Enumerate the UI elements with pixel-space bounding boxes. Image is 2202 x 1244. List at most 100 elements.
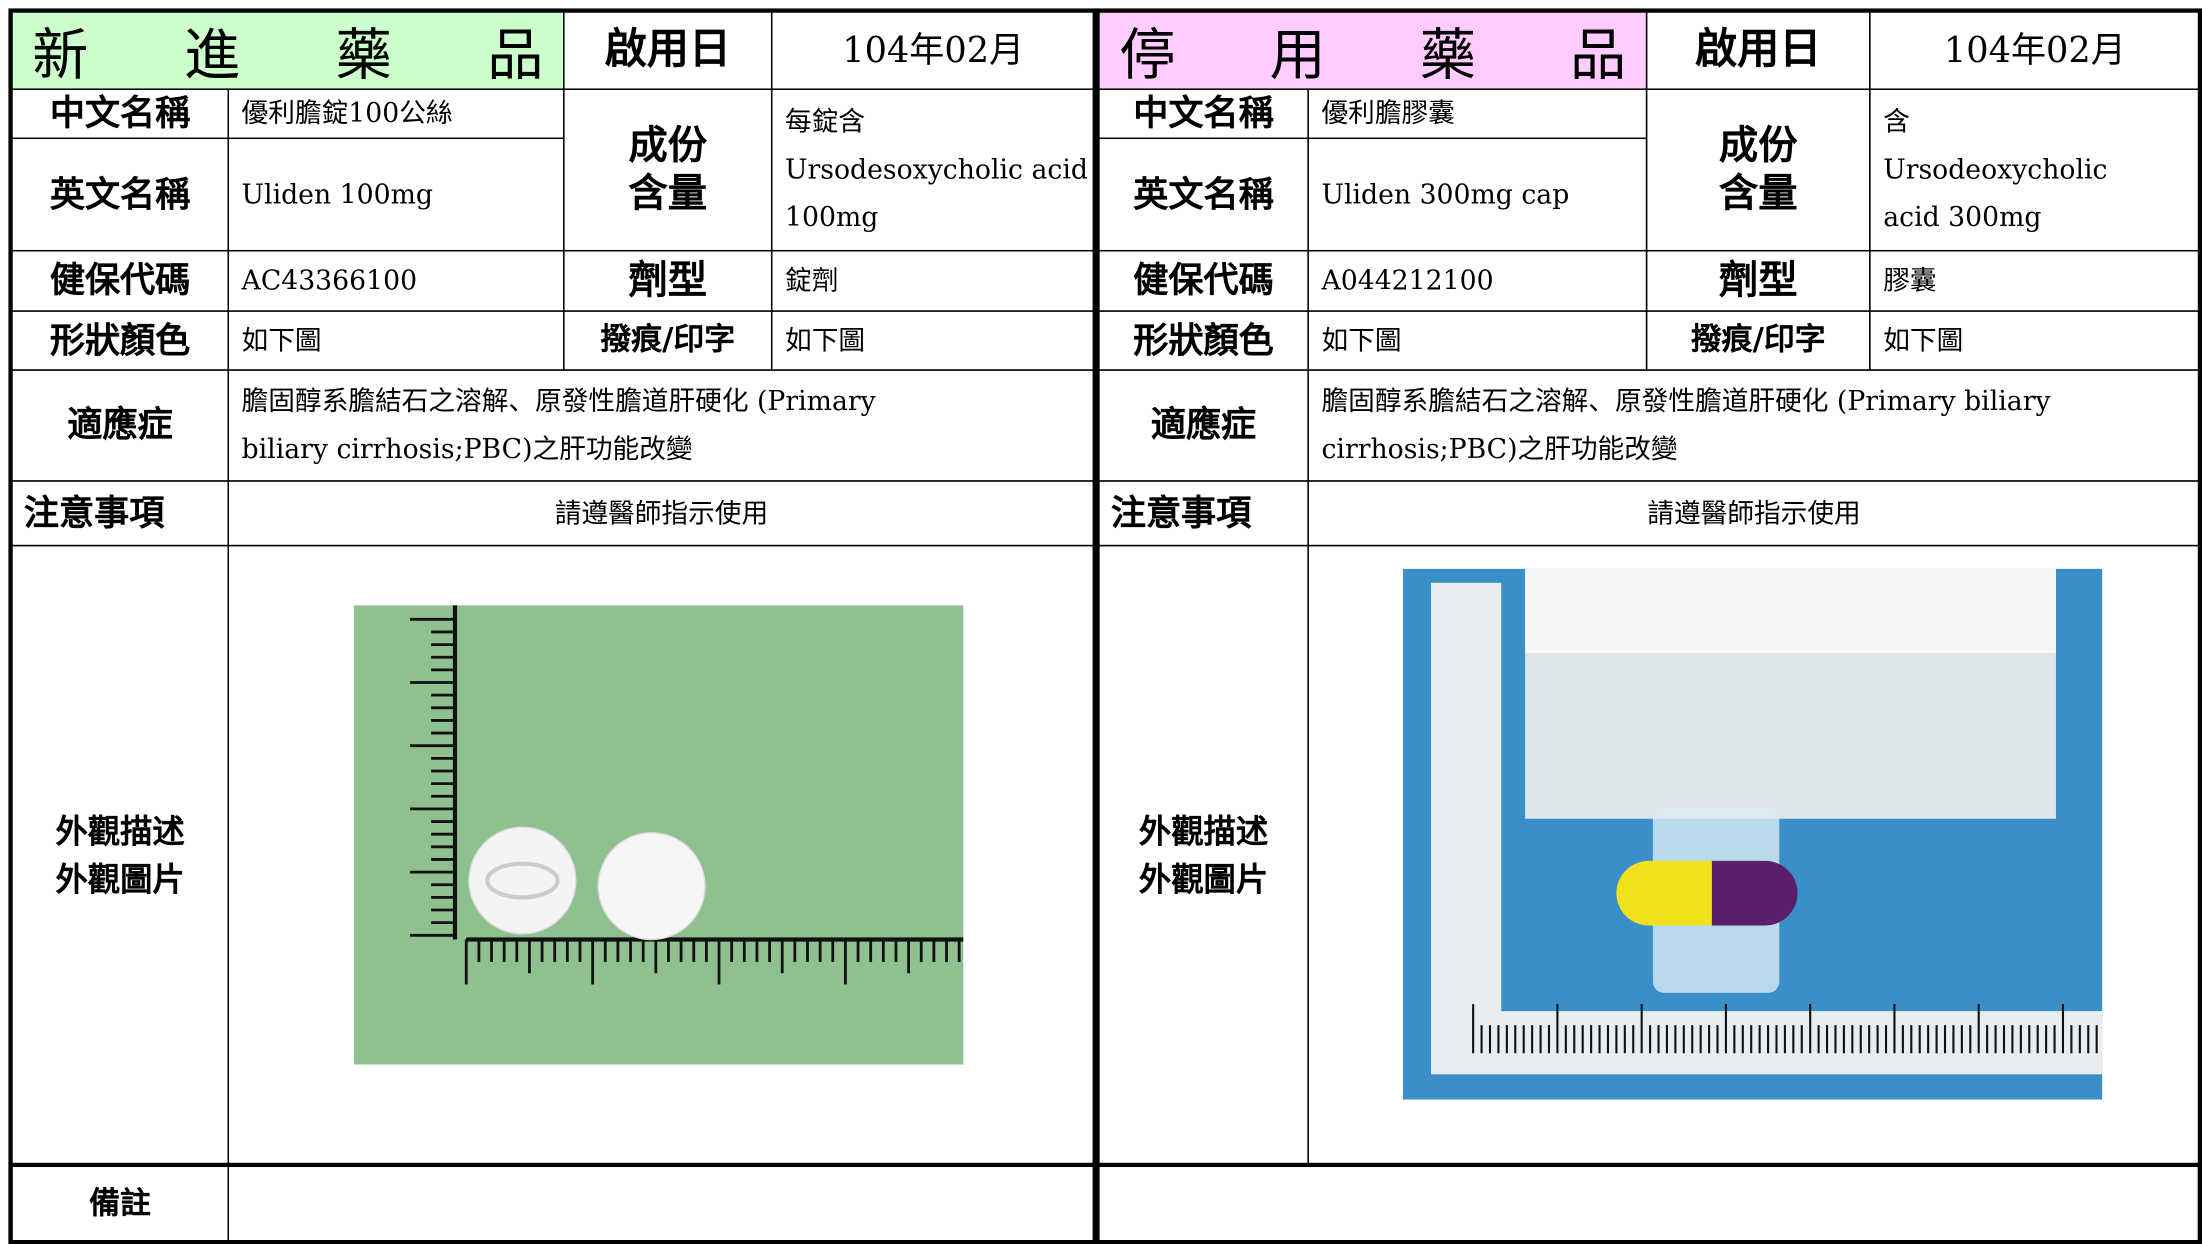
english-name-text: Uliden 100mg bbox=[241, 179, 433, 210]
ingredient-label-line: 含量 bbox=[1718, 169, 1798, 217]
nhi-code-text: AC43366100 bbox=[241, 265, 418, 297]
dosage-form-label: 劑型 bbox=[563, 249, 773, 312]
dosage-form-text: 錠劑 bbox=[785, 265, 839, 297]
chinese-name-label-text: 中文名稱 bbox=[49, 92, 191, 134]
chinese-name-label-text: 中文名稱 bbox=[1133, 92, 1274, 134]
precautions-label: 注意事項 bbox=[11, 480, 229, 547]
nhi-code: AC43366100 bbox=[227, 249, 565, 312]
precautions-text: 請遵醫師指示使用 bbox=[1647, 497, 1861, 529]
shape-color-label: 形狀顏色 bbox=[1098, 310, 1309, 371]
english-name: Uliden 100mg bbox=[227, 137, 565, 252]
indication: 膽固醇系膽結石之溶解、原發性膽道肝硬化 (Primary biliary cirr… bbox=[227, 369, 1096, 482]
shape-color-text: 如下圖 bbox=[1321, 325, 1402, 357]
ingredient-line: Ursodeoxycholic bbox=[1883, 154, 2108, 186]
nhi-code-label: 健保代碼 bbox=[1098, 249, 1309, 312]
title-char: 停 bbox=[1119, 23, 1176, 89]
marking-label: 撥痕/印字 bbox=[563, 310, 773, 371]
ingredient-label: 成份 含量 bbox=[563, 88, 773, 252]
date-label: 啟用日 bbox=[563, 11, 773, 90]
capsule-photo bbox=[1402, 568, 2103, 1100]
chinese-name-label: 中文名稱 bbox=[11, 88, 229, 140]
title-char: 進 bbox=[183, 23, 241, 89]
marking-label-text: 撥痕/印字 bbox=[600, 322, 736, 359]
photo-cell bbox=[1307, 544, 2201, 1168]
appearance-label-line: 外觀描述 bbox=[55, 812, 185, 851]
english-name-text: Uliden 300mg cap bbox=[1321, 179, 1570, 210]
marking: 如下圖 bbox=[1869, 310, 2201, 371]
dosage-form-text: 膠囊 bbox=[1883, 265, 1937, 297]
ingredient-label-line: 成份 bbox=[1718, 122, 1798, 169]
ingredient-line: Ursodesoxycholic acid bbox=[785, 154, 1088, 186]
title-char: 藥 bbox=[1419, 23, 1476, 89]
ingredient-label-line: 成份 bbox=[628, 122, 708, 169]
english-name-label: 英文名稱 bbox=[11, 137, 229, 252]
ingredient-line: 含 bbox=[1883, 106, 1910, 138]
dosage-form: 膠囊 bbox=[1869, 249, 2201, 312]
date-text: 104年02月 bbox=[1943, 29, 2126, 71]
shape-color-label: 形狀顏色 bbox=[11, 310, 229, 371]
indication: 膽固醇系膽結石之溶解、原發性膽道肝硬化 (Primary biliary cirr… bbox=[1307, 369, 2201, 482]
title-char: 品 bbox=[487, 23, 544, 89]
nhi-code-label-text: 健保代碼 bbox=[49, 259, 191, 301]
date: 104年02月 bbox=[770, 11, 1096, 90]
ingredient-label-line: 含量 bbox=[628, 169, 708, 217]
english-name-label: 英文名稱 bbox=[1098, 137, 1309, 252]
english-name-label-text: 英文名稱 bbox=[49, 173, 191, 215]
english-name-label-text: 英文名稱 bbox=[1133, 173, 1274, 215]
shape-color-label-text: 形狀顏色 bbox=[49, 319, 191, 361]
date-label-text: 啟用日 bbox=[604, 25, 731, 75]
precautions: 請遵醫師指示使用 bbox=[227, 480, 1096, 547]
remarks bbox=[227, 1165, 2201, 1243]
remarks-label: 備註 bbox=[11, 1165, 229, 1243]
ingredient-label: 成份 含量 bbox=[1645, 88, 1871, 252]
indication-label-text: 適應症 bbox=[1150, 404, 1257, 446]
marking-label: 撥痕/印字 bbox=[1645, 310, 1871, 371]
ingredient: 每錠含 Ursodesoxycholic acid 100mg bbox=[770, 88, 1096, 252]
dosage-form: 錠劑 bbox=[770, 249, 1096, 312]
indication-line: biliary cirrhosis;PBC)之肝功能改變 bbox=[241, 433, 693, 465]
appearance-label-line: 外觀圖片 bbox=[55, 860, 185, 899]
title-char: 用 bbox=[1269, 23, 1326, 89]
chinese-name-text: 優利膽膠囊 bbox=[1321, 98, 1455, 130]
appearance-label: 外觀描述 外觀圖片 bbox=[11, 544, 229, 1168]
precautions-label: 注意事項 bbox=[1098, 480, 1309, 547]
ingredient-line: 100mg bbox=[785, 202, 879, 234]
tablet-photo bbox=[353, 605, 964, 1065]
chinese-name-text: 優利膽錠100公絲 bbox=[241, 98, 453, 130]
indication-line: 膽固醇系膽結石之溶解、原發性膽道肝硬化 (Primary biliary bbox=[1321, 386, 2051, 418]
nhi-code-label-text: 健保代碼 bbox=[1133, 259, 1274, 301]
marking-text: 如下圖 bbox=[785, 325, 866, 357]
indication-label-text: 適應症 bbox=[67, 404, 173, 446]
date-label-text: 啟用日 bbox=[1695, 25, 1822, 75]
ingredient-line: 每錠含 bbox=[785, 106, 866, 138]
chinese-name-label: 中文名稱 bbox=[1098, 88, 1309, 140]
appearance-label: 外觀描述 外觀圖片 bbox=[1098, 544, 1309, 1168]
appearance-label-line: 外觀描述 bbox=[1138, 812, 1269, 851]
nhi-code-label: 健保代碼 bbox=[11, 249, 229, 312]
nhi-code-text: A044212100 bbox=[1321, 265, 1494, 297]
precautions-label-text: 注意事項 bbox=[1110, 492, 1252, 533]
marking: 如下圖 bbox=[770, 310, 1096, 371]
dosage-form-label-text: 劑型 bbox=[628, 257, 708, 304]
ingredient: 含 Ursodeoxycholic acid 300mg bbox=[1869, 88, 2201, 252]
nhi-code: A044212100 bbox=[1307, 249, 1648, 312]
indication-label: 適應症 bbox=[1098, 369, 1309, 482]
dosage-form-label: 劑型 bbox=[1645, 249, 1871, 312]
indication-label: 適應症 bbox=[11, 369, 229, 482]
title-char: 新 bbox=[32, 23, 89, 89]
date: 104年02月 bbox=[1869, 11, 2201, 90]
chinese-name: 優利膽膠囊 bbox=[1307, 88, 1648, 140]
chinese-name: 優利膽錠100公絲 bbox=[227, 88, 565, 140]
marking-label-text: 撥痕/印字 bbox=[1690, 322, 1826, 359]
shape-color: 如下圖 bbox=[1307, 310, 1648, 371]
remarks-label-text: 備註 bbox=[89, 1185, 151, 1223]
appearance-label-line: 外觀圖片 bbox=[1138, 860, 1269, 899]
title-char: 藥 bbox=[335, 23, 392, 89]
precautions-label-text: 注意事項 bbox=[23, 492, 165, 533]
photo-cell bbox=[227, 544, 1096, 1168]
shape-color: 如下圖 bbox=[227, 310, 565, 371]
precautions-text: 請遵醫師指示使用 bbox=[554, 497, 769, 529]
ingredient-line: acid 300mg bbox=[1883, 202, 2042, 234]
english-name: Uliden 300mg cap bbox=[1307, 137, 1648, 252]
marking-text: 如下圖 bbox=[1883, 325, 1964, 357]
